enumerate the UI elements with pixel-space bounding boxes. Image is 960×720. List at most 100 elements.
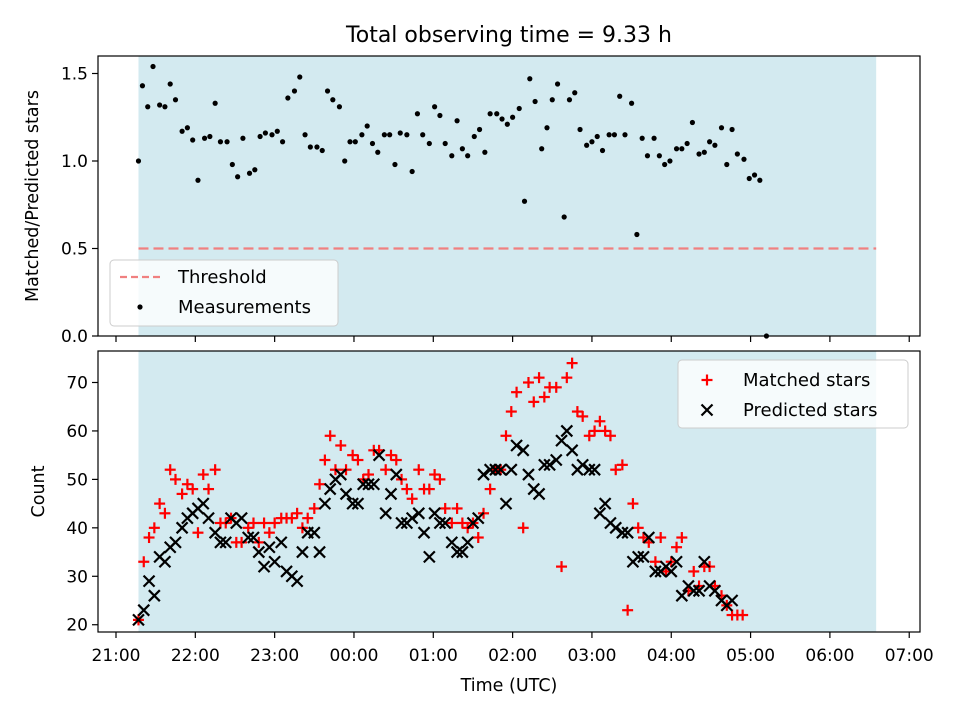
x-axis-label: Time (UTC) — [460, 676, 558, 696]
matched-star-point — [319, 454, 331, 466]
measurement-point — [584, 142, 590, 148]
matched-star-point — [622, 604, 634, 616]
matched-star-point — [434, 473, 446, 485]
predicted-star-point — [214, 536, 227, 549]
measurement-point — [297, 74, 303, 80]
measurement-point — [499, 116, 505, 122]
measurement-point — [145, 104, 151, 110]
measurement-point — [437, 112, 443, 119]
top-x-ticks — [115, 336, 910, 342]
matched-star-point — [599, 425, 611, 437]
matched-star-point — [528, 396, 540, 408]
y-tick-label: 70 — [66, 373, 88, 393]
matched-star-point — [247, 517, 259, 529]
measurement-point — [510, 114, 516, 120]
measurement-point — [549, 97, 555, 103]
matched-star-point — [242, 522, 254, 534]
predicted-star-point — [549, 453, 563, 467]
measurement-point — [471, 133, 477, 140]
measurement-point — [656, 153, 662, 159]
measurement-point — [729, 126, 735, 133]
measurement-point — [712, 142, 718, 148]
y-tick-label: 30 — [66, 567, 88, 587]
x-tick-label: 02:00 — [488, 646, 537, 666]
measurement-point — [336, 104, 343, 110]
measurement-point — [179, 128, 185, 134]
measurement-point — [162, 104, 168, 110]
measurement-point — [285, 95, 291, 101]
matched-star-point — [192, 527, 204, 539]
predicted-star-point — [389, 468, 403, 481]
matched-star-point — [390, 454, 402, 466]
predicted-star-point — [423, 550, 436, 564]
predicted-star-point — [543, 458, 556, 472]
measurement-point — [532, 98, 538, 105]
matched-star-point — [209, 464, 221, 476]
predicted-star-point — [412, 507, 426, 520]
y-tick-label: 60 — [66, 422, 88, 442]
predicted-star-point — [516, 444, 530, 457]
matched-star-point — [637, 532, 649, 544]
measurement-point — [544, 125, 550, 131]
predicted-star-point — [417, 526, 431, 539]
predicted-star-point — [219, 536, 233, 549]
predicted-star-point — [675, 589, 689, 602]
matched-star-point — [138, 556, 150, 568]
bottom-legend: Matched stars Predicted stars — [677, 359, 909, 429]
measurement-point — [751, 172, 758, 178]
measurement-point — [606, 132, 612, 138]
matched-star-point — [324, 430, 336, 442]
predicted-star-point — [202, 511, 215, 525]
measurement-point — [352, 139, 358, 145]
predicted-star-point — [510, 439, 523, 452]
y-tick-label: 1.0 — [61, 152, 88, 172]
predicted-star-point — [247, 531, 260, 544]
predicted-star-point — [263, 540, 276, 554]
predicted-star-point — [725, 594, 739, 607]
predicted-stars-points — [132, 424, 739, 627]
matched-star-point — [286, 512, 298, 524]
measurement-point — [135, 158, 142, 164]
x-tick-label: 23:00 — [250, 646, 299, 666]
predicted-star-point — [461, 536, 474, 549]
measurement-point — [684, 140, 690, 147]
x-tick-label: 04:00 — [647, 646, 696, 666]
measurement-point — [269, 132, 275, 138]
chart-title: Total observing time = 9.33 h — [345, 23, 672, 48]
measurement-point — [314, 144, 320, 150]
predicted-star-point — [362, 477, 375, 491]
x-tick-label: 21:00 — [92, 646, 141, 666]
matched-star-point — [671, 541, 683, 553]
measurement-point — [172, 97, 179, 103]
matched-star-point — [561, 372, 573, 384]
predicted-star-point — [642, 531, 656, 544]
predicted-star-point — [631, 550, 645, 564]
measurement-point — [622, 132, 628, 138]
predicted-star-point — [477, 468, 490, 481]
predicted-star-point — [433, 516, 447, 530]
top-legend: Threshold Measurements — [109, 259, 339, 327]
predicted-star-point — [445, 536, 459, 549]
measurement-point — [426, 140, 432, 147]
measurement-point — [201, 135, 208, 141]
predicted-star-point — [483, 463, 497, 476]
measurement-point — [482, 149, 488, 155]
measurement-point — [302, 132, 308, 138]
predicted-star-point — [318, 497, 332, 510]
measurement-point — [392, 161, 398, 168]
predicted-star-point — [687, 584, 701, 598]
top-panel: 0.0 0.5 1.0 1.5 Total observing time = 9.33… — [23, 23, 921, 347]
measurement-point — [195, 177, 201, 183]
predicted-star-point — [438, 516, 452, 530]
predicted-star-point — [372, 448, 386, 462]
matched-stars-points — [132, 357, 749, 626]
predicted-star-point — [346, 497, 359, 510]
measurement-point — [184, 125, 190, 131]
measurement-point — [150, 63, 156, 70]
x-tick-label: 01:00 — [409, 646, 458, 666]
measurement-point — [449, 153, 455, 159]
predicted-star-point — [649, 565, 662, 578]
predicted-star-point — [296, 545, 309, 559]
measurement-point — [734, 151, 740, 157]
predicted-star-point — [351, 497, 365, 510]
